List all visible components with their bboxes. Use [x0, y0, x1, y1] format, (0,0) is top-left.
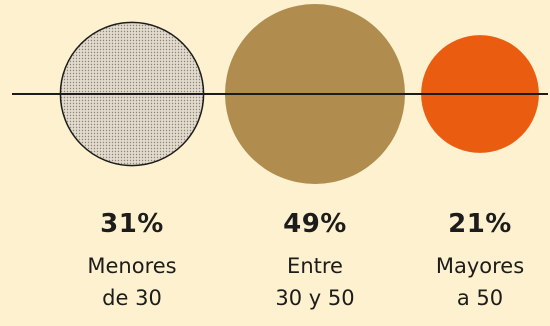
label-group-menores: 31% Menores de 30	[47, 208, 217, 314]
value-label: 31%	[100, 209, 164, 239]
category-label-line1: Menores	[87, 254, 177, 278]
category-label-line1: Mayores	[435, 254, 525, 278]
category-label: Menores de 30	[47, 250, 217, 314]
category-label-line1: Entre	[287, 254, 343, 278]
label-group-entre: 49% Entre 30 y 50	[230, 208, 400, 314]
category-label: Mayores a 50	[395, 250, 550, 314]
label-group-mayores: 21% Mayores a 50	[395, 208, 550, 314]
category-label-line2: a 50	[456, 286, 504, 310]
category-label-line2: de 30	[102, 286, 162, 310]
category-label-line2: 30 y 50	[275, 286, 355, 310]
value-label: 21%	[448, 209, 512, 239]
value-label: 49%	[283, 209, 347, 239]
category-label: Entre 30 y 50	[230, 250, 400, 314]
